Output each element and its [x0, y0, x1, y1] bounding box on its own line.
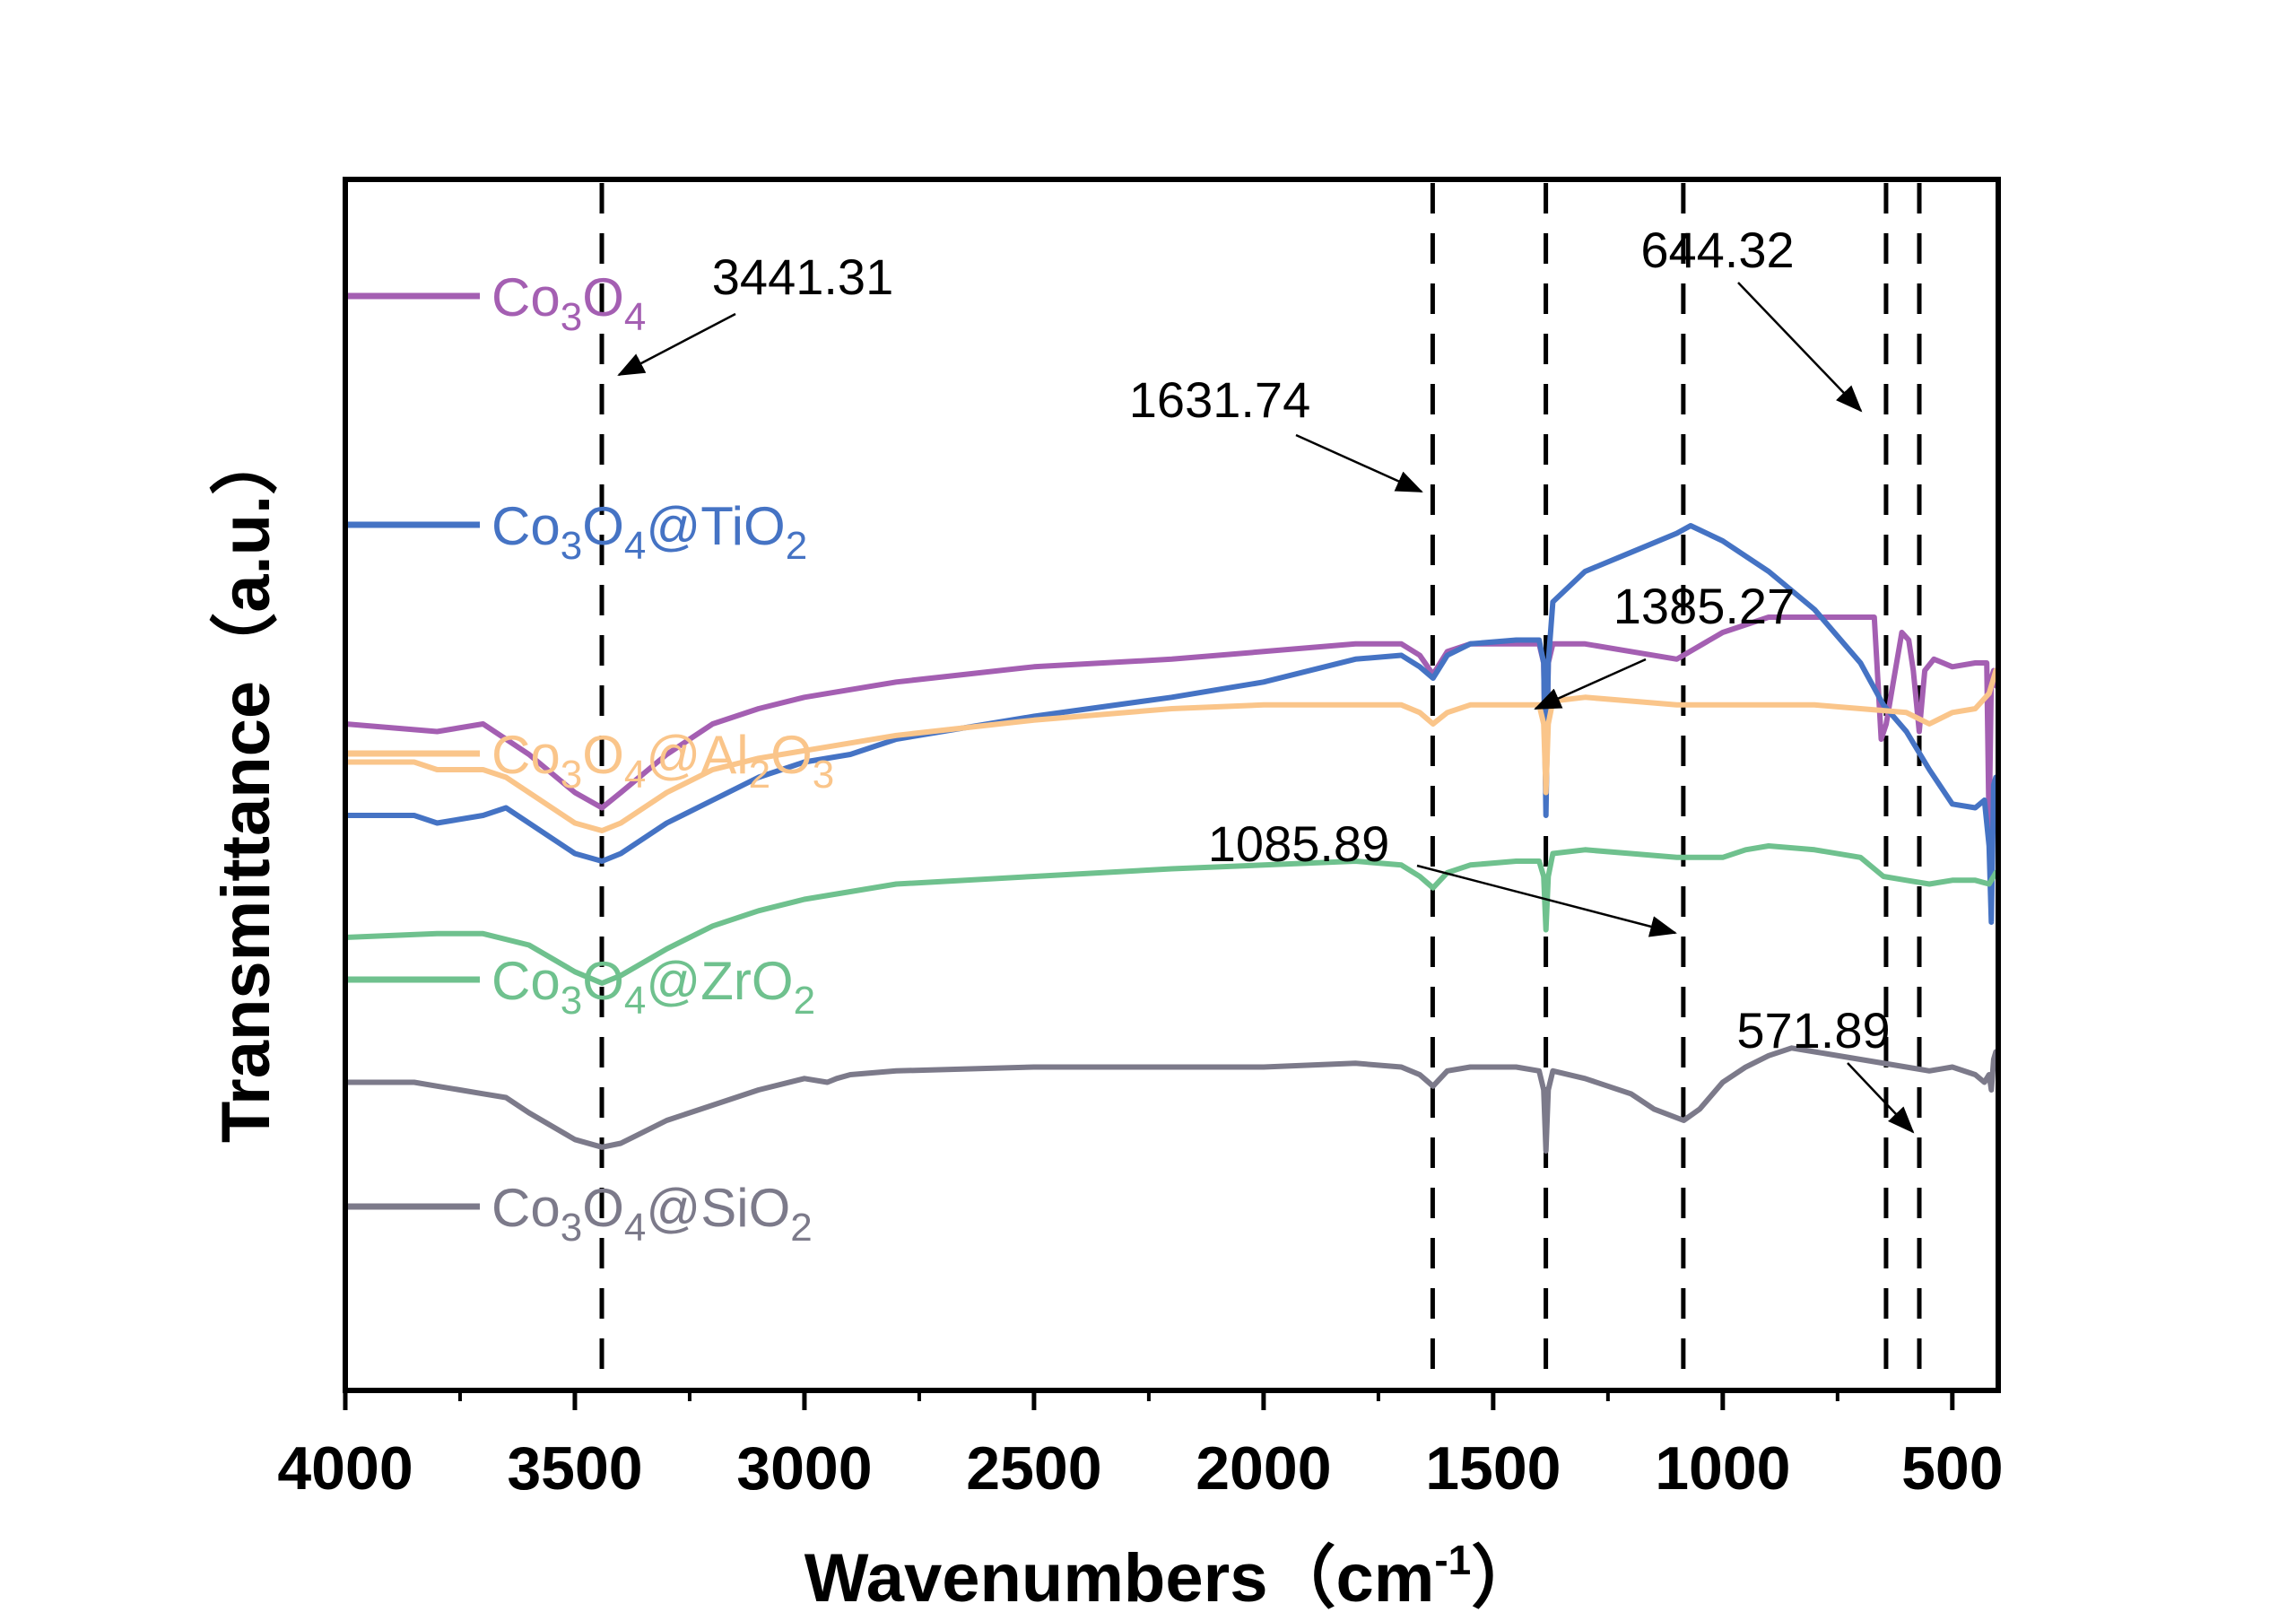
series-lines [343, 523, 1999, 1154]
annotation-label-1: 1631.74 [1129, 371, 1310, 428]
annotation-label-3: 1085.89 [1208, 815, 1389, 872]
plot-frame [343, 177, 2001, 1393]
legend-label-4: Co3O4@SiO2 [491, 1178, 813, 1250]
series-line-4 [343, 1045, 1999, 1154]
series-line-0 [343, 614, 1999, 833]
legend-label-0: Co3O4 [491, 267, 646, 339]
inline-legend: Co3O4 Co3O4@TiO2 Co3O4@Al2O3 Co3O4@ZrO2 Co3O… [348, 267, 834, 1250]
x-tick-label-0: 4000 [277, 1434, 413, 1503]
annotation-label-0: 3441.31 [712, 248, 893, 305]
x-tick-label-5: 1500 [1425, 1434, 1561, 1503]
x-tick-label-2: 3000 [736, 1434, 872, 1503]
series-line-1 [343, 523, 1999, 925]
legend-label-1: Co3O4@TiO2 [491, 496, 807, 568]
annotation-label-4: 644.32 [1640, 222, 1794, 278]
x-tick-label-1: 3500 [507, 1434, 642, 1503]
series-line-3 [343, 843, 1999, 986]
annotation-arrow-4 [1737, 282, 1863, 413]
annotation-arrow-2 [1534, 658, 1647, 710]
x-tick-label-7: 500 [1901, 1434, 2003, 1503]
x-tick-label-6: 1000 [1655, 1434, 1790, 1503]
annotation-arrow-3 [1416, 864, 1677, 937]
x-tick-label-4: 2000 [1196, 1434, 1331, 1503]
annotation-arrow-0 [617, 312, 736, 377]
series-line-2 [343, 667, 1999, 833]
annotation-arrow-1 [1295, 433, 1423, 493]
x-axis-ticks: 4000 3500 3000 2500 2000 1500 1000 500 [277, 1390, 2004, 1503]
y-axis-title: Transmittance（a.u.） [208, 427, 284, 1143]
annotation-label-2: 1385.27 [1613, 578, 1795, 634]
legend-label-3: Co3O4@ZrO2 [491, 951, 815, 1023]
peak-annotations: 3441.31 1631.74 1385.27 1085.89 644.32 571.89 [617, 222, 1915, 1134]
legend-label-2: Co3O4@Al2O3 [491, 725, 834, 797]
annotation-arrow-5 [1847, 1062, 1915, 1134]
x-axis-title: Wavenumbers（cm-1） [804, 1537, 1539, 1612]
x-tick-label-3: 2500 [966, 1434, 1101, 1503]
annotation-label-5: 571.89 [1736, 1002, 1890, 1059]
